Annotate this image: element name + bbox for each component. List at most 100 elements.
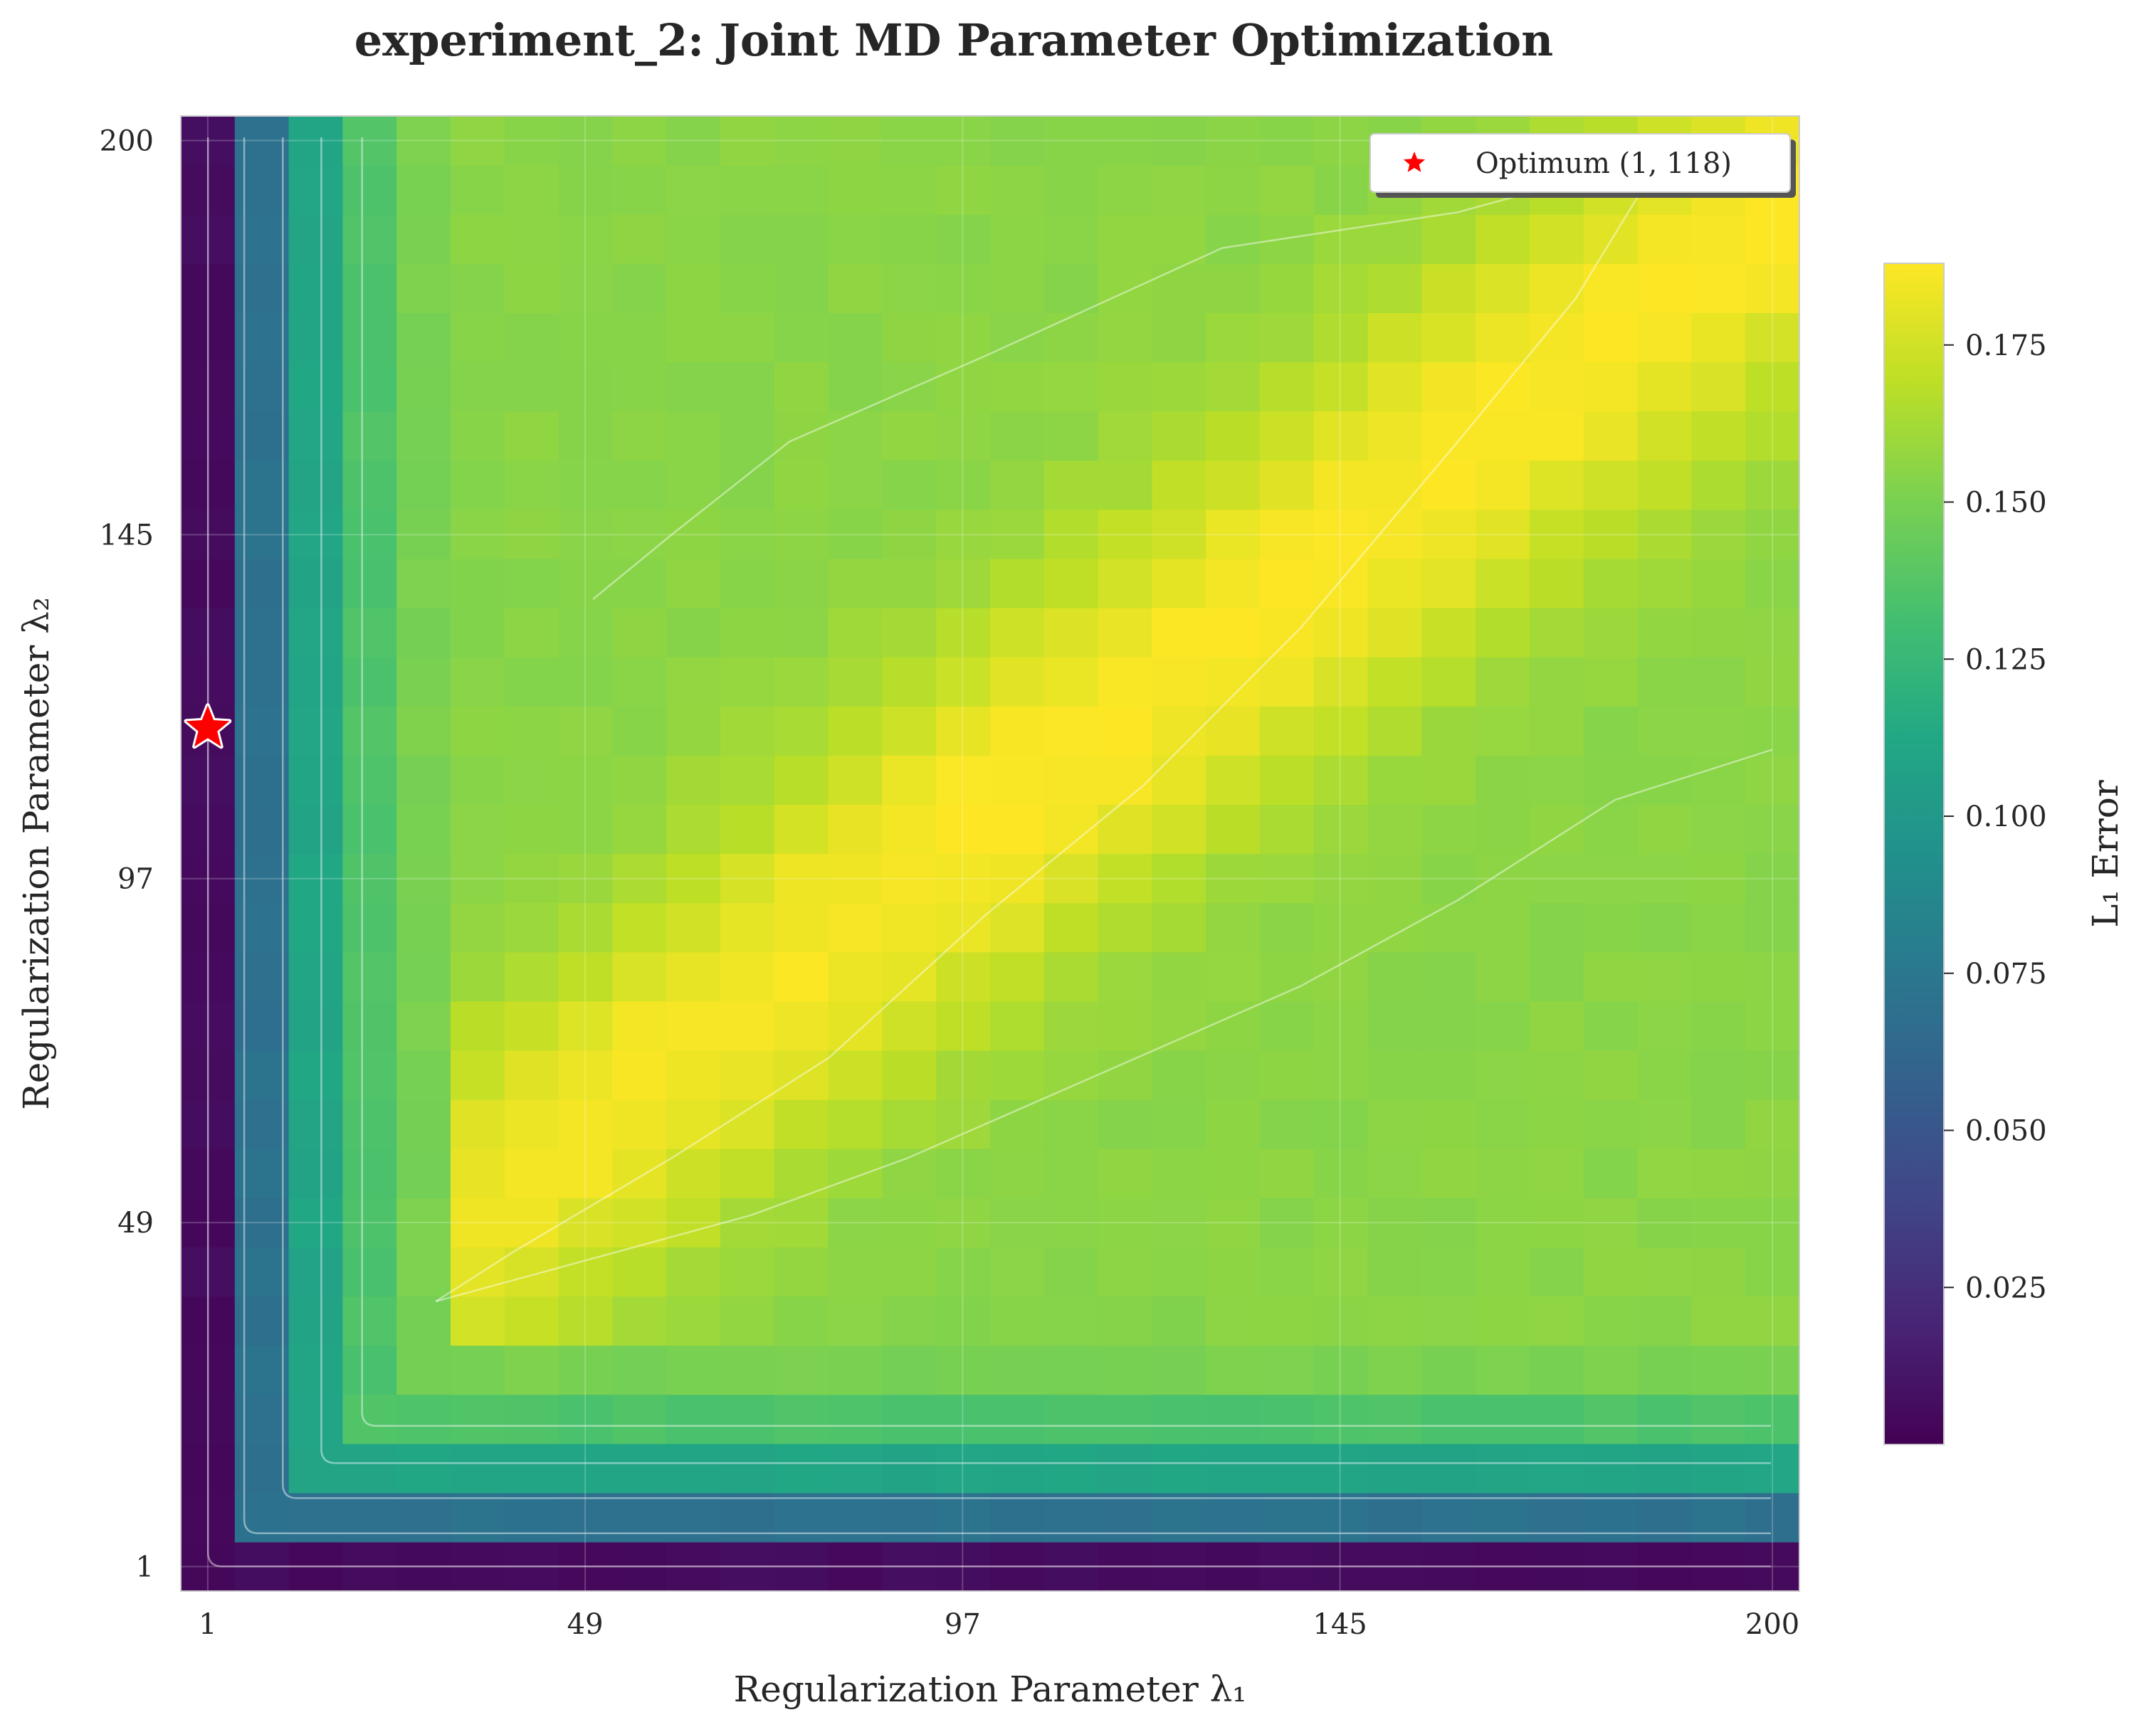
heatmap-cell (1476, 460, 1530, 510)
heatmap-cell (1367, 558, 1422, 608)
heatmap-cell (288, 755, 343, 805)
heatmap-cell (1421, 1394, 1476, 1445)
heatmap-cell (1691, 1148, 1746, 1198)
heatmap-cell (181, 755, 236, 805)
heatmap-cell (1637, 1247, 1692, 1297)
heatmap-cell (666, 558, 721, 608)
heatmap-cell (288, 951, 343, 1002)
heatmap-cell (1637, 804, 1692, 855)
heatmap-cell (234, 804, 290, 855)
heatmap-cell (504, 116, 559, 166)
heatmap-cell (1043, 1345, 1099, 1395)
heatmap-cell (451, 214, 505, 264)
heatmap-cell (936, 1492, 991, 1543)
heatmap-cell (1098, 1050, 1152, 1100)
heatmap-cell (990, 804, 1045, 855)
heatmap-cell (1043, 1247, 1099, 1297)
heatmap-cell (1583, 1345, 1639, 1395)
heatmap-cell (1152, 1492, 1206, 1543)
heatmap-cell (774, 263, 829, 313)
heatmap-cell (342, 853, 397, 904)
heatmap-cell (1476, 951, 1530, 1002)
heatmap-cell (1530, 1099, 1584, 1149)
heatmap-cell (1637, 1394, 1692, 1445)
heatmap-cell (1098, 1148, 1152, 1198)
heatmap-cell (1313, 460, 1369, 510)
heatmap-cell (181, 804, 236, 855)
y-tick-label: 145 (100, 519, 154, 551)
heatmap-cell (181, 1541, 236, 1592)
x-tick-label: 97 (945, 1608, 981, 1641)
heatmap-cell (1637, 853, 1692, 904)
heatmap-cell (396, 657, 451, 707)
heatmap-cell (558, 312, 613, 363)
heatmap-cell (882, 804, 937, 855)
heatmap-cell (1098, 608, 1152, 658)
heatmap-cell (342, 1050, 397, 1100)
heatmap-cell (990, 1050, 1045, 1100)
heatmap-cell (990, 558, 1045, 608)
heatmap-cell (1476, 1099, 1530, 1149)
heatmap-cell (666, 1198, 721, 1247)
heatmap-cell (1476, 509, 1530, 559)
heatmap-cell (558, 1099, 613, 1149)
heatmap-cell (504, 804, 559, 855)
heatmap-cell (1043, 361, 1099, 412)
heatmap-cell (1530, 1050, 1584, 1100)
heatmap-cell (936, 1247, 991, 1297)
heatmap-cell (288, 1099, 343, 1149)
heatmap-cell (1637, 1443, 1692, 1494)
heatmap-cell (990, 411, 1045, 461)
heatmap-cell (396, 951, 451, 1002)
heatmap-cell (342, 116, 397, 166)
heatmap-cell (1313, 558, 1369, 608)
heatmap-cell (1421, 411, 1476, 461)
heatmap-cell (720, 214, 775, 264)
heatmap-cell (1098, 214, 1152, 264)
heatmap-cell (1691, 1296, 1746, 1346)
heatmap-cell (774, 1148, 829, 1198)
heatmap-cell (1367, 263, 1422, 313)
heatmap-cell (666, 1000, 721, 1051)
heatmap-cell (451, 1247, 505, 1297)
heatmap-cell (342, 509, 397, 559)
heatmap-cell (288, 1050, 343, 1100)
heatmap-cell (288, 1443, 343, 1494)
heatmap-cell (936, 755, 991, 805)
heatmap-cell (1745, 1443, 1800, 1494)
heatmap-cell (1583, 853, 1639, 904)
heatmap-cell (1583, 411, 1639, 461)
heatmap-cell (504, 1000, 559, 1051)
heatmap-cell (234, 1247, 290, 1297)
colorbar-tick-label: 0.150 (1965, 487, 2047, 519)
heatmap-cell (1530, 263, 1584, 313)
heatmap-cell (1152, 1000, 1206, 1051)
heatmap-cell (1421, 902, 1476, 953)
heatmap-cell (451, 1198, 505, 1247)
heatmap-cell (666, 902, 721, 953)
heatmap-cell (1206, 558, 1261, 608)
contour-line (592, 168, 1616, 600)
heatmap-cell (504, 411, 559, 461)
heatmap-cell (774, 116, 829, 166)
heatmap-cell (181, 1099, 236, 1149)
heatmap-cell (666, 361, 721, 412)
heatmap-cell (1152, 411, 1206, 461)
heatmap-cell (1206, 1296, 1261, 1346)
heatmap-cell (828, 1148, 883, 1198)
heatmap-cell (990, 1247, 1045, 1297)
heatmap-cell (1260, 1296, 1315, 1346)
heatmap-cell (774, 1099, 829, 1149)
heatmap-cell (1260, 1443, 1315, 1494)
heatmap-cell (828, 804, 883, 855)
heatmap-cell (396, 460, 451, 510)
heatmap-cell (1206, 657, 1261, 707)
heatmap-cell (1421, 558, 1476, 608)
heatmap-cell (504, 1296, 559, 1346)
heatmap-cell (828, 1541, 883, 1592)
heatmap-cell (1745, 1345, 1800, 1395)
heatmap-cell (1313, 1247, 1369, 1297)
heatmap-cell (396, 165, 451, 215)
heatmap-cell (1367, 1296, 1422, 1346)
heatmap-cell (1206, 460, 1261, 510)
